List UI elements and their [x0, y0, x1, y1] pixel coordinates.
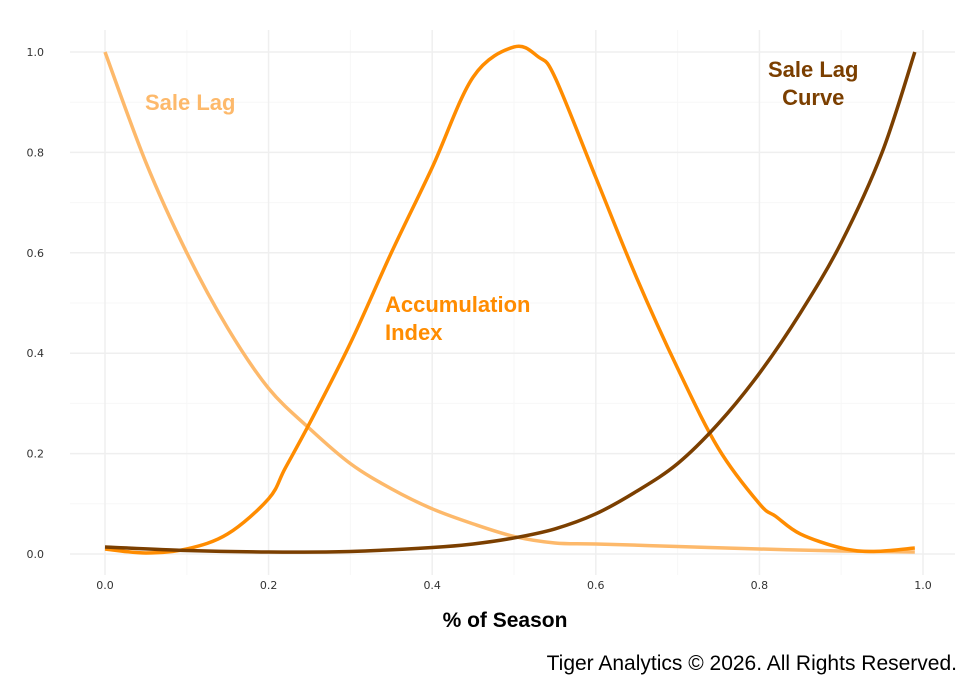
series-line-sale-lag — [103, 51, 915, 554]
x-tick-label: 0.2 — [260, 579, 278, 592]
label-sale-lag-curve: Sale Lag Curve — [768, 56, 858, 112]
grid — [70, 30, 955, 575]
label-accumulation-line1: Accumulation — [385, 292, 531, 317]
footer-copyright: Tiger Analytics © 2026. All Rights Reser… — [546, 652, 957, 675]
x-tick-label: 0.6 — [587, 579, 605, 592]
x-tick-label: 0.8 — [751, 579, 769, 592]
y-tick-label: 0.6 — [27, 247, 45, 260]
y-tick-label: 0.4 — [27, 347, 45, 360]
label-sale-lag-curve-line2: Curve — [782, 85, 845, 110]
y-tick-label: 0.8 — [27, 146, 45, 159]
x-tick-label: 0.4 — [423, 579, 441, 592]
series-lines — [103, 44, 917, 555]
label-sale-lag: Sale Lag — [145, 90, 236, 115]
y-tick-label: 1.0 — [27, 46, 45, 59]
label-accumulation-line2: Index — [385, 320, 443, 345]
y-tick-label: 0.0 — [27, 548, 45, 561]
tick-labels: 0.0 0.2 0.4 0.6 0.8 1.0 0.0 0.2 0.4 0.6 0.8 1.0 — [27, 46, 932, 592]
x-axis-label: % of Season — [442, 609, 568, 632]
x-tick-label: 0.0 — [96, 579, 114, 592]
series-line-sale-lag-curve — [104, 51, 917, 554]
x-tick-label: 1.0 — [914, 579, 932, 592]
y-tick-label: 0.2 — [27, 448, 45, 461]
label-accumulation-index: Accumulation Index — [385, 291, 530, 347]
series-line-accumulation-index — [104, 44, 915, 555]
label-sale-lag-curve-line1: Sale Lag — [768, 57, 859, 82]
